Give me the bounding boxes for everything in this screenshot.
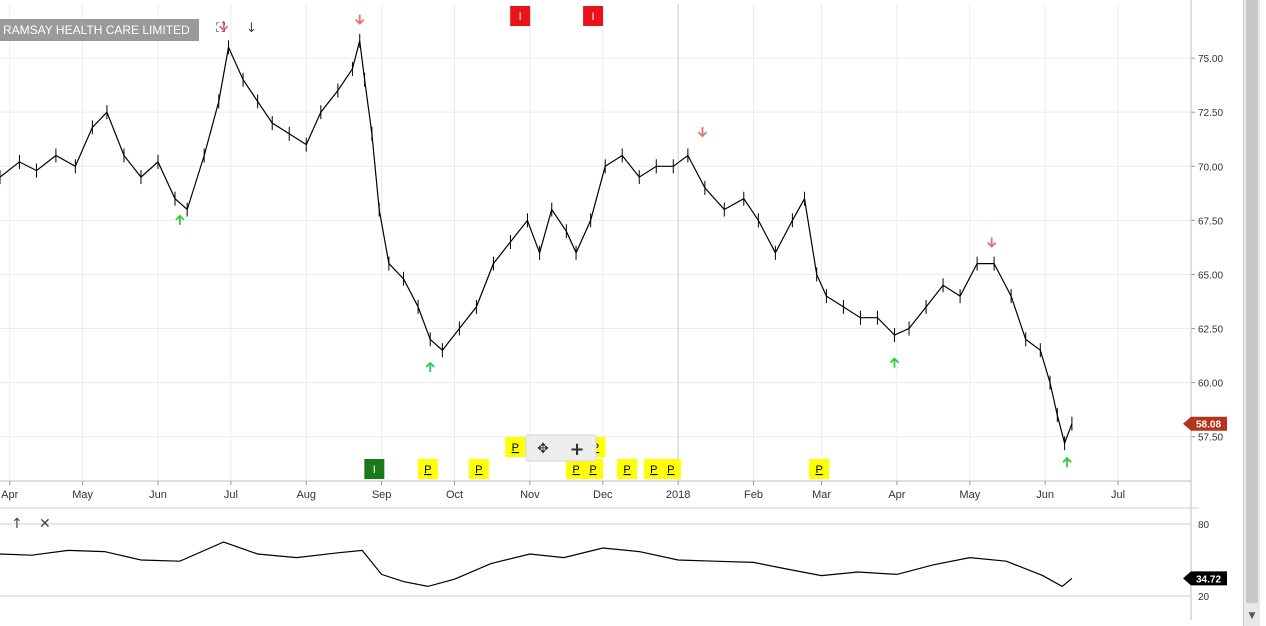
event-marker-yellow	[643, 459, 664, 479]
x-tick-label: Oct	[446, 489, 463, 501]
indicator-move-up-icon[interactable]: ↑	[11, 516, 23, 532]
buy-signal-arrow	[425, 361, 435, 372]
event-marker-red	[510, 6, 531, 26]
indicator-last-badge	[1183, 571, 1227, 586]
x-tick-label: Apr	[1, 489, 18, 501]
price-series	[0, 33, 1073, 451]
indicator-series	[0, 541, 1073, 588]
indicator-line	[0, 541, 1073, 588]
x-tick-label: Dec	[593, 489, 613, 501]
chart-title: RAMSAY HEALTH CARE LIMITED	[0, 19, 199, 41]
y-tick-label: 72.50	[1198, 108, 1223, 119]
event-marker-label: P	[512, 442, 519, 454]
buy-signal-arrow	[889, 357, 900, 368]
x-tick-label: May	[72, 489, 93, 501]
event-marker-label: P	[589, 464, 596, 476]
event-marker-label: I	[519, 11, 522, 23]
sell-signal-arrow	[355, 14, 365, 25]
event-marker-green	[364, 459, 385, 479]
y-tick-label: 65.00	[1198, 270, 1223, 281]
event-marker-label: P	[667, 464, 674, 476]
main-x-axis: Apr May Jun Jul Aug Sep Oct Nov Dec 2018 Feb Mar Apr…	[1, 481, 1125, 501]
x-tick-label: Mar	[812, 489, 831, 501]
x-tick-label: Sep	[372, 489, 392, 501]
x-tick-label: Jul	[1111, 489, 1125, 501]
indicator-close-icon[interactable]: ✕	[39, 516, 51, 532]
last-price-badge	[1183, 416, 1227, 431]
event-marker-yellow	[566, 459, 587, 479]
add-tool-icon: +	[569, 439, 584, 460]
collapse-down-icon[interactable]: ↓	[246, 21, 257, 36]
y-tick-label: 67.50	[1198, 216, 1223, 227]
main-y-axis: 57.50 60.00 62.50 65.00 67.50 70.00 72.50 75.00…	[1183, 54, 1227, 444]
event-marker-yellow	[417, 459, 438, 479]
chart-tool-bar: ✥ +	[525, 434, 597, 462]
event-marker-label: P	[572, 464, 579, 476]
indicator-y-tick-label: 80	[1198, 520, 1210, 531]
event-marker-label: P	[424, 464, 431, 476]
x-tick-label: May	[959, 489, 980, 501]
vertical-scrollbar[interactable]: ▼	[1243, 0, 1261, 626]
y-tick-label: 60.00	[1198, 379, 1223, 390]
event-marker-yellow	[505, 437, 526, 457]
fullscreen-icon[interactable]: ⛶	[216, 21, 226, 36]
event-marker-label: I	[373, 464, 376, 476]
y-tick-label: 62.50	[1198, 325, 1223, 336]
x-tick-label: Apr	[888, 489, 905, 501]
sell-signal-arrow	[697, 127, 708, 138]
event-marker-label: P	[475, 464, 482, 476]
event-marker-label: I	[592, 11, 595, 23]
pan-tool-icon: ✥	[537, 441, 549, 457]
sell-signal-arrow	[987, 237, 997, 248]
event-marker-label: P	[650, 464, 657, 476]
x-tick-label: Jun	[1036, 489, 1054, 501]
right-panel-edge	[1260, 0, 1266, 626]
event-marker-yellow	[468, 459, 489, 479]
x-tick-label: 2018	[666, 489, 690, 501]
event-markers: IIIPPPPPPPPPP	[364, 6, 830, 479]
x-tick-label: Aug	[296, 489, 316, 501]
signal-arrows	[175, 14, 1072, 468]
indicator-last-label: 34.72	[1196, 574, 1221, 585]
event-marker-yellow	[617, 459, 638, 479]
main-grid	[0, 0, 1199, 620]
x-tick-label: Nov	[520, 489, 540, 501]
indicator-y-axis: 20 80 34.72	[1183, 520, 1227, 603]
x-tick-label: Feb	[744, 489, 763, 501]
y-tick-label: 70.00	[1198, 162, 1223, 173]
y-tick-label: 57.50	[1198, 433, 1223, 444]
x-tick-label: Jul	[224, 489, 238, 501]
event-marker-yellow	[809, 459, 830, 479]
scrollbar-thumb[interactable]	[1246, 0, 1258, 603]
buy-signal-arrow	[175, 214, 185, 225]
event-marker-yellow	[660, 459, 681, 479]
event-marker-yellow	[583, 459, 604, 479]
y-tick-label: 75.00	[1198, 54, 1223, 65]
indicator-y-tick-label: 20	[1198, 592, 1210, 603]
sell-signal-arrow	[218, 21, 229, 32]
buy-signal-arrow	[1062, 456, 1072, 468]
price-line	[0, 40, 1073, 446]
event-marker-red	[583, 6, 604, 26]
indicator-grid	[0, 523, 1191, 597]
chart-tool-panel	[525, 434, 597, 462]
scroll-down-arrow-icon[interactable]: ▼	[1248, 611, 1256, 621]
event-marker-label: P	[623, 464, 630, 476]
last-price-label: 58.08	[1196, 420, 1221, 431]
x-tick-label: Jun	[149, 489, 167, 501]
event-marker-label: P	[815, 464, 822, 476]
